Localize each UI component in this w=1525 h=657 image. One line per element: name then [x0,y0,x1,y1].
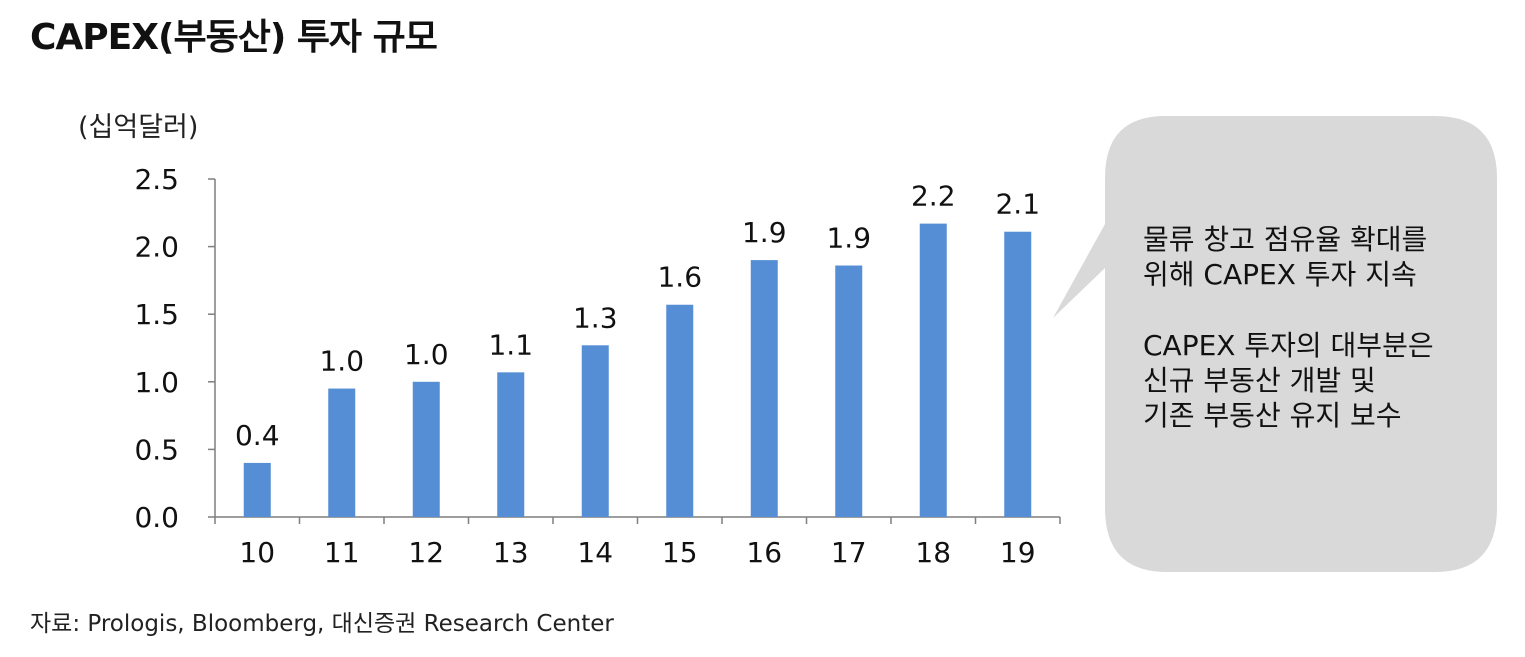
data-label: 1.3 [573,301,618,334]
x-tick-label: 10 [239,536,275,569]
callout-line: 물류 창고 점유율 확대를 [1143,223,1428,256]
data-label: 1.6 [657,261,702,294]
x-tick-label: 15 [662,536,698,569]
bar [412,381,440,517]
callout-line: 위해 CAPEX 투자 지속 [1143,258,1417,291]
x-tick-label: 17 [831,536,867,569]
y-tick-label: 0.5 [134,433,179,466]
y-tick-label: 2.5 [134,163,179,196]
y-tick-label: 0.0 [134,501,179,534]
x-tick-label: 12 [408,536,444,569]
y-tick-label: 1.5 [134,298,179,331]
bar [328,388,356,517]
callout-line: 신규 부동산 개발 및 [1143,364,1376,397]
y-axis-unit: (십억달러) [78,112,199,143]
data-label: 0.4 [235,419,280,452]
bar [1004,231,1032,517]
bar [835,265,863,517]
x-tick-label: 11 [324,536,360,569]
bar [919,223,947,517]
x-tick-label: 14 [577,536,613,569]
data-label: 1.0 [319,345,364,378]
data-label: 1.1 [488,328,533,361]
x-tick-label: 19 [1000,536,1036,569]
data-label: 2.1 [995,188,1040,221]
chart-title: CAPEX(부동산) 투자 규모 [30,17,438,58]
bar [497,372,525,517]
x-tick-label: 13 [493,536,529,569]
bar [243,462,271,517]
x-tick-label: 18 [915,536,951,569]
x-tick-label: 16 [746,536,782,569]
y-tick-label: 1.0 [134,366,179,399]
data-label: 2.2 [911,180,956,213]
bar [581,345,609,517]
bar [750,260,778,517]
callout-line: 기존 부동산 유지 보수 [1143,399,1402,432]
data-label: 1.9 [742,216,787,249]
callout-text: 물류 창고 점유율 확대를 위해 CAPEX 투자 지속 CAPEX 투자의 대… [1143,222,1434,433]
bar [666,304,694,517]
callout-line: CAPEX 투자의 대부분은 [1143,329,1434,362]
data-label: 1.9 [826,222,871,255]
source-note: 자료: Prologis, Bloomberg, 대신증권 Research C… [30,611,614,637]
data-label: 1.0 [404,338,449,371]
y-tick-label: 2.0 [134,231,179,264]
